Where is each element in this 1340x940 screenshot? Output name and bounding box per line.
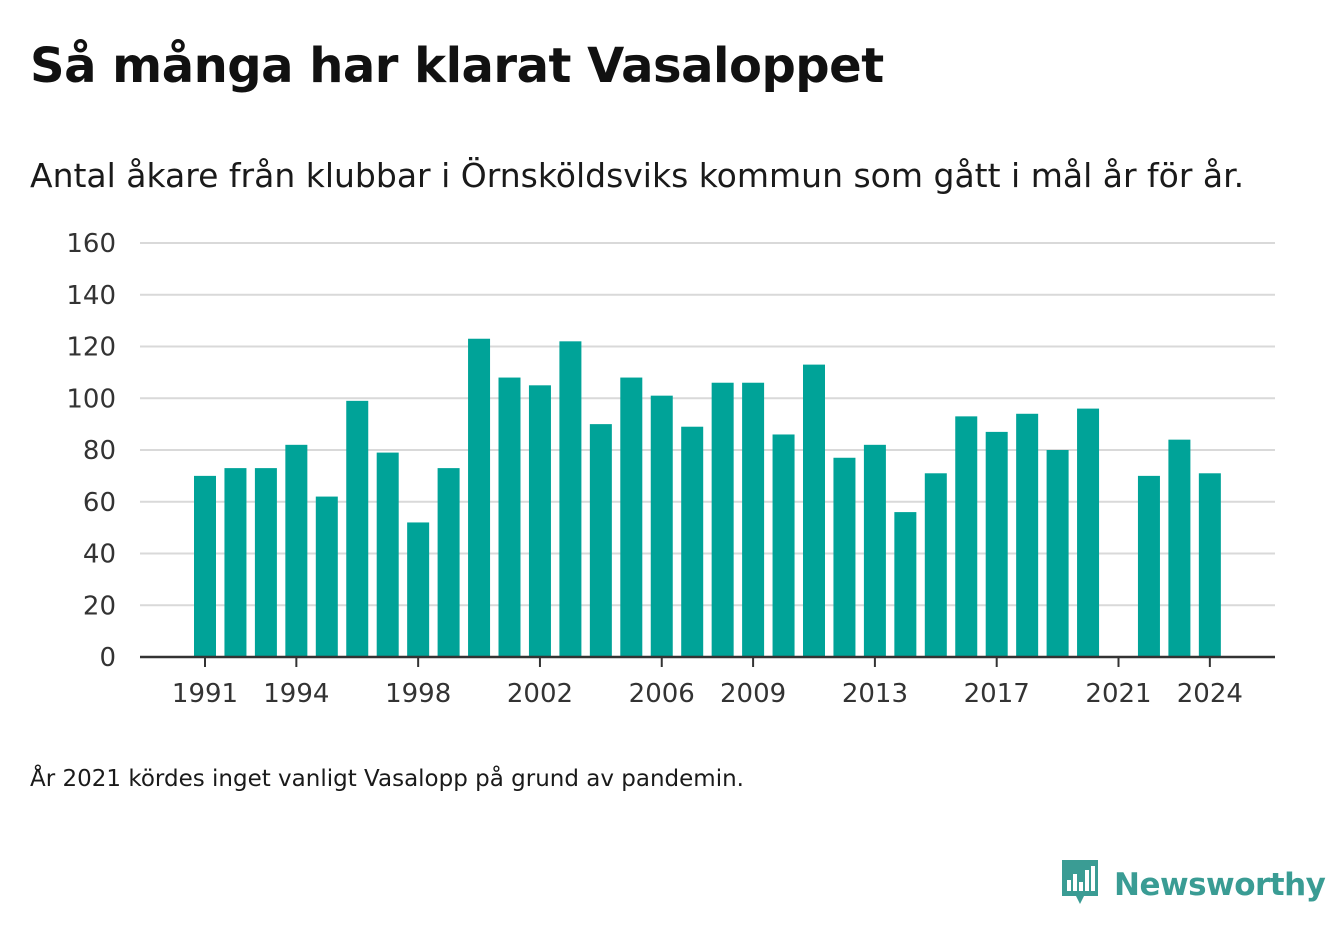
y-tick-label: 120 bbox=[66, 333, 116, 363]
y-tick-label: 100 bbox=[66, 384, 116, 414]
y-tick-label: 80 bbox=[83, 436, 116, 466]
x-tick-label: 2006 bbox=[629, 679, 695, 709]
bars bbox=[194, 338, 1221, 657]
bar bbox=[803, 364, 825, 657]
x-tick-label: 2009 bbox=[720, 679, 786, 709]
bar bbox=[437, 468, 460, 657]
chart-subtitle: Antal åkare från klubbar i Örnsköldsviks… bbox=[30, 156, 1245, 195]
y-tick-label: 140 bbox=[66, 281, 116, 311]
bar bbox=[742, 382, 765, 657]
bar bbox=[559, 341, 582, 657]
x-tick-label: 2017 bbox=[964, 679, 1030, 709]
bar bbox=[1077, 408, 1100, 657]
x-tick-label: 2021 bbox=[1085, 679, 1151, 709]
bar bbox=[620, 377, 643, 657]
bar bbox=[1198, 473, 1221, 657]
bar bbox=[894, 512, 917, 657]
bar bbox=[468, 338, 491, 657]
bar bbox=[1046, 450, 1069, 657]
y-tick-label: 0 bbox=[99, 643, 116, 673]
y-tick-label: 40 bbox=[83, 540, 116, 570]
bar-chart: 0 20 40 60 80 100 120 140 160 1991 1994 1998 2002 200… bbox=[66, 229, 1275, 709]
bar bbox=[498, 377, 521, 657]
bar bbox=[254, 468, 277, 657]
bar bbox=[924, 473, 947, 657]
x-tick-label: 1994 bbox=[263, 679, 329, 709]
brand-name: Newsworthy bbox=[1114, 867, 1326, 903]
bar bbox=[315, 496, 338, 657]
y-tick-label: 60 bbox=[83, 488, 116, 518]
x-tick-label: 2002 bbox=[507, 679, 573, 709]
bar bbox=[1016, 413, 1039, 657]
bar bbox=[346, 400, 369, 657]
bar bbox=[194, 475, 216, 657]
bar bbox=[407, 522, 430, 657]
footnote: År 2021 kördes inget vanligt Vasalopp på… bbox=[30, 766, 744, 792]
bar bbox=[985, 431, 1008, 657]
x-tick-label: 2013 bbox=[842, 679, 908, 709]
x-tick-label: 2024 bbox=[1177, 679, 1243, 709]
bar bbox=[528, 385, 551, 657]
bar bbox=[833, 457, 856, 657]
axes: 0 20 40 60 80 100 120 140 160 1991 1994 1998 2002 200… bbox=[66, 229, 1275, 709]
bar bbox=[224, 468, 247, 657]
bar bbox=[863, 444, 886, 657]
bar bbox=[955, 416, 978, 657]
y-tick-label: 20 bbox=[83, 591, 116, 621]
x-tick-label: 1998 bbox=[385, 679, 451, 709]
bar bbox=[772, 434, 795, 657]
chart-title: Så många har klarat Vasaloppet bbox=[30, 38, 884, 94]
bar bbox=[1168, 439, 1191, 657]
bar-chart-speech-bubble-icon bbox=[1060, 858, 1100, 912]
bar bbox=[376, 452, 399, 657]
bar bbox=[681, 426, 704, 657]
bar bbox=[589, 424, 612, 657]
x-tick-label: 1991 bbox=[172, 679, 238, 709]
grid-lines bbox=[140, 242, 1275, 607]
bar bbox=[1137, 475, 1160, 657]
bar bbox=[285, 444, 308, 657]
newsworthy-logo: Newsworthy bbox=[1060, 858, 1326, 912]
bar bbox=[650, 395, 673, 657]
y-tick-label: 160 bbox=[66, 229, 116, 259]
bar bbox=[711, 382, 734, 657]
